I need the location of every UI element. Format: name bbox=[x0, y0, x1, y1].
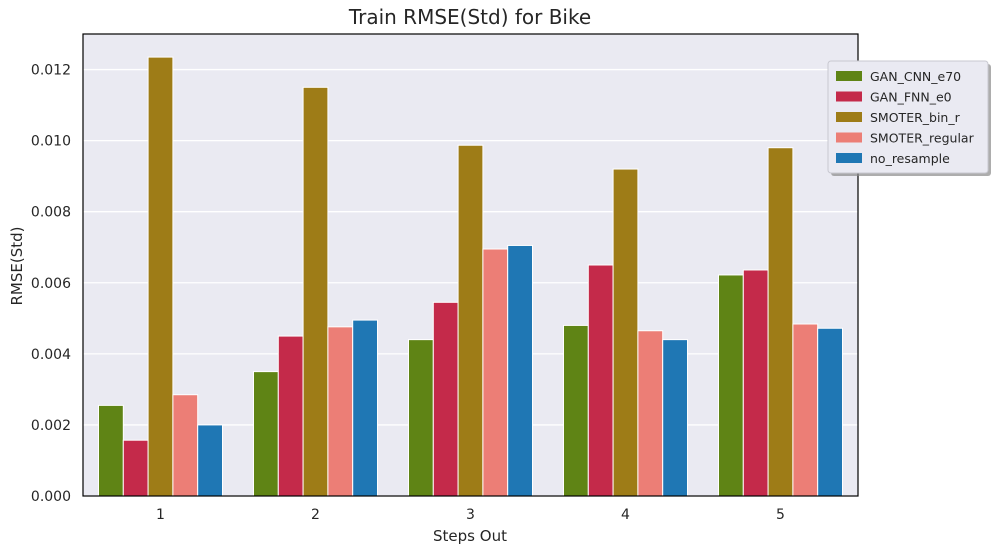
bar-no-resample-step-5 bbox=[817, 327, 844, 497]
bar-gan-fnn-e0-step-2 bbox=[277, 335, 304, 497]
bar-smoter-bin-r-step-1 bbox=[147, 56, 174, 497]
bar-smoter-bin-r-step-3 bbox=[457, 144, 484, 497]
chart-title: Train RMSE(Std) for Bike bbox=[348, 5, 591, 29]
bar-gan-fnn-e0-step-1 bbox=[122, 439, 149, 497]
bar-gan-cnn-e70-step-4 bbox=[563, 324, 589, 497]
legend: GAN_CNN_e70 GAN_FNN_e0 SMOTER_bin_r SMOTER_… bbox=[827, 60, 991, 176]
y-axis-ticks: 0.000 0.002 0.004 0.006 0.008 0.010 0.012 bbox=[31, 63, 71, 505]
x-axis-ticks: 1 2 3 4 5 bbox=[156, 507, 785, 523]
y-tick-label: 0.010 bbox=[31, 134, 71, 150]
bar-no-resample-step-4 bbox=[662, 339, 689, 497]
x-tick-label: 1 bbox=[156, 507, 165, 523]
bar-smoter-regular-step-4 bbox=[637, 330, 664, 497]
bar-smoter-bin-r-step-4 bbox=[612, 168, 639, 497]
y-tick-label: 0.008 bbox=[31, 205, 71, 221]
bar-gan-fnn-e0-step-3 bbox=[432, 301, 459, 497]
y-tick-label: 0.002 bbox=[31, 418, 71, 434]
y-tick-label: 0.000 bbox=[31, 489, 71, 505]
x-tick-label: 5 bbox=[776, 507, 785, 523]
bar-no-resample-step-1 bbox=[197, 424, 223, 497]
bar-smoter-bin-r-step-2 bbox=[302, 86, 329, 497]
plot-frame bbox=[82, 33, 859, 497]
legend-label: GAN_FNN_e0 bbox=[870, 90, 952, 105]
bar-gan-fnn-e0-step-4 bbox=[587, 264, 614, 497]
bar-smoter-regular-step-3 bbox=[482, 248, 509, 497]
legend-swatch bbox=[836, 132, 862, 143]
legend-swatch bbox=[836, 71, 862, 81]
bar-smoter-regular-step-2 bbox=[327, 326, 354, 497]
bar-smoter-regular-step-5 bbox=[792, 323, 819, 497]
x-axis-label: Steps Out bbox=[433, 527, 507, 545]
bar-gan-cnn-e70-step-1 bbox=[98, 404, 124, 497]
bar-gan-cnn-e70-step-3 bbox=[408, 339, 434, 497]
bar-gan-cnn-e70-step-5 bbox=[718, 274, 744, 497]
x-tick-label: 3 bbox=[466, 507, 475, 523]
x-tick-label: 2 bbox=[311, 507, 320, 523]
legend-swatch bbox=[836, 112, 862, 122]
bar-smoter-regular-step-1 bbox=[172, 394, 199, 497]
y-axis-label: RMSE(Std) bbox=[8, 227, 26, 306]
y-tick-label: 0.006 bbox=[31, 276, 71, 292]
x-tick-label: 4 bbox=[621, 507, 630, 523]
bar-gan-fnn-e0-step-5 bbox=[742, 269, 769, 497]
legend-label: no_resample bbox=[870, 151, 950, 166]
legend-box bbox=[827, 60, 989, 174]
y-tick-label: 0.004 bbox=[31, 347, 71, 363]
legend-swatch bbox=[836, 153, 862, 163]
bar-no-resample-step-3 bbox=[507, 244, 534, 497]
legend-label: GAN_CNN_e70 bbox=[870, 69, 961, 84]
bar-gan-cnn-e70-step-2 bbox=[253, 371, 279, 497]
bar-smoter-bin-r-step-5 bbox=[767, 147, 794, 497]
legend-swatch bbox=[836, 91, 862, 102]
legend-label: SMOTER_bin_r bbox=[870, 110, 961, 125]
bar-no-resample-step-2 bbox=[352, 319, 379, 497]
y-tick-label: 0.012 bbox=[31, 63, 71, 79]
legend-label: SMOTER_regular bbox=[870, 131, 975, 146]
